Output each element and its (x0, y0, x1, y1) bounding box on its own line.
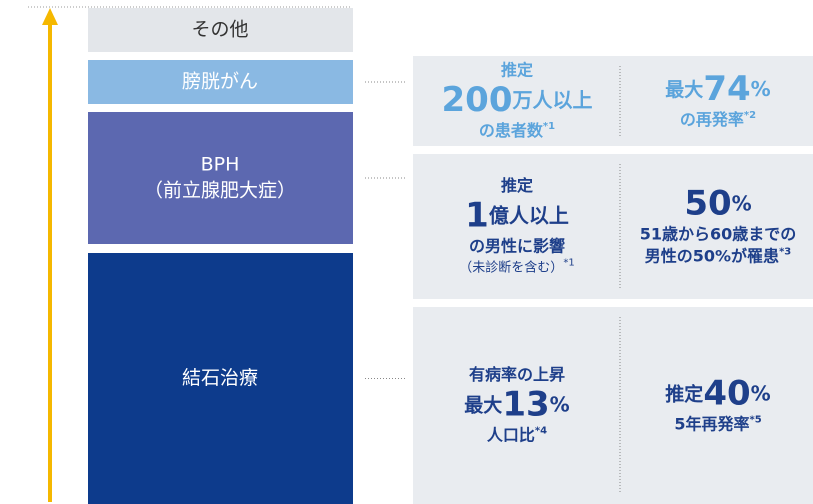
post-main: の男性に影響 (469, 236, 565, 255)
footnote-mark: *4 (535, 426, 547, 437)
block-label: 結石治療 (182, 367, 258, 389)
headline: 200万人以上 (442, 80, 593, 120)
post-main: （未診断を含む） (459, 259, 563, 275)
panel (413, 56, 813, 146)
panel (413, 307, 813, 504)
headline: 1億人以上 (465, 195, 569, 235)
footnote-mark: *2 (744, 110, 756, 121)
headline-lead: 最大 (464, 393, 502, 416)
headline-unit: % (732, 191, 752, 215)
post-main: 5年再発率 (674, 414, 749, 433)
headline-unit: 万人以上 (511, 88, 592, 112)
headline: 最大13% (464, 384, 569, 424)
pre-text: 推定 (501, 61, 533, 80)
post-text: の再発率*2 (680, 110, 756, 129)
footnote-mark: *1 (543, 121, 555, 132)
headline-unit: % (751, 77, 771, 101)
block (88, 60, 353, 104)
post-text: 5年再発率*5 (674, 414, 761, 433)
arrow-head (42, 8, 58, 25)
headline-lead: 最大 (665, 78, 703, 101)
footnote-mark: *1 (563, 258, 574, 269)
post-text: （未診断を含む）*1 (459, 258, 574, 276)
headline-number: 40 (703, 373, 750, 413)
panel (413, 154, 813, 299)
post-main: の再発率 (680, 110, 744, 129)
headline-lead: 推定 (665, 382, 703, 405)
block (88, 8, 353, 52)
footnote-mark: *3 (779, 247, 791, 258)
block-label: その他 (191, 19, 248, 41)
headline: 50% (684, 183, 751, 223)
block-label: （前立腺肥大症） (144, 180, 296, 202)
headline-unit: % (550, 392, 570, 416)
headline-number: 74 (703, 69, 750, 109)
footnote-mark: *5 (749, 415, 761, 426)
headline-number: 50 (684, 183, 731, 223)
block-label: 膀胱がん (182, 71, 258, 93)
block-label: BPH (201, 154, 240, 176)
pre-text: 有病率の上昇 (469, 365, 565, 384)
block (88, 253, 353, 504)
post-main: 人口比 (487, 425, 535, 444)
post-text: の患者数*1 (479, 121, 555, 140)
block (88, 112, 353, 244)
headline-number: 13 (502, 384, 549, 424)
headline-number: 200 (442, 80, 513, 120)
headline-unit: 億人以上 (489, 203, 569, 227)
headline: 推定40% (665, 373, 770, 413)
post-text: 男性の50%が罹患*3 (645, 246, 792, 265)
post-text: 人口比*4 (487, 425, 547, 444)
post-main: の患者数 (479, 121, 544, 140)
post-text: 51歳から60歳までの (640, 224, 797, 243)
headline-unit: % (751, 381, 771, 405)
post-main: 男性の50%が罹患 (645, 246, 779, 265)
post-text: の男性に影響 (469, 236, 565, 255)
post-main: 51歳から60歳までの (640, 224, 797, 243)
pre-text: 推定 (501, 176, 533, 195)
headline: 最大74% (665, 69, 770, 109)
headline-number: 1 (465, 195, 489, 235)
